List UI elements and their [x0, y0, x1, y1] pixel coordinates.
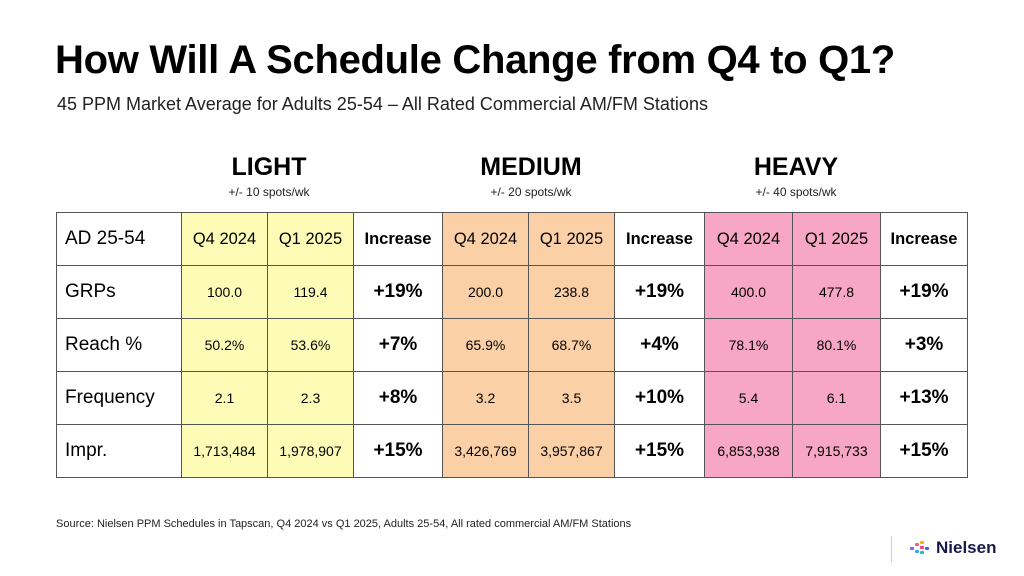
- value-cell: 6,853,938: [704, 424, 793, 478]
- value-cell: 5.4: [704, 371, 793, 425]
- source-note: Source: Nielsen PPM Schedules in Tapscan…: [56, 518, 632, 530]
- value-cell: 3,426,769: [442, 424, 529, 478]
- nielsen-logo-icon: [910, 541, 929, 554]
- quarter-header: Q1 2025: [528, 212, 615, 266]
- footer-divider: [891, 536, 892, 562]
- increase-cell: +4%: [614, 318, 705, 372]
- value-cell: 2.1: [181, 371, 268, 425]
- value-cell: 477.8: [792, 265, 881, 319]
- value-cell: 53.6%: [267, 318, 354, 372]
- increase-cell: +7%: [353, 318, 443, 372]
- group-name: LIGHT: [231, 153, 307, 181]
- increase-cell: +19%: [614, 265, 705, 319]
- value-cell: 1,978,907: [267, 424, 354, 478]
- value-cell: 119.4: [267, 265, 354, 319]
- value-cell: 3.2: [442, 371, 529, 425]
- group-spots: +/- 10 spots/wk: [228, 185, 310, 199]
- value-cell: 80.1%: [792, 318, 881, 372]
- value-cell: 200.0: [442, 265, 529, 319]
- page-subtitle: 45 PPM Market Average for Adults 25-54 –…: [57, 94, 708, 114]
- quarter-header: Q4 2024: [704, 212, 793, 266]
- increase-cell: +15%: [880, 424, 968, 478]
- value-cell: 7,915,733: [792, 424, 881, 478]
- group-spots: +/- 20 spots/wk: [490, 185, 572, 199]
- table-row: Reach % 50.2% 53.6% +7% 65.9% 68.7% +4% 78.1% 80…: [56, 318, 968, 372]
- table-row: Impr. 1,713,484 1,978,907 +15% 3,426,769 3,95…: [56, 424, 968, 478]
- increase-cell: +15%: [614, 424, 705, 478]
- quarter-header: Q1 2025: [267, 212, 354, 266]
- increase-cell: +19%: [353, 265, 443, 319]
- value-cell: 3.5: [528, 371, 615, 425]
- group-header-light: LIGHT +/- 10 spots/wk: [183, 152, 355, 200]
- value-cell: 1,713,484: [181, 424, 268, 478]
- value-cell: 68.7%: [528, 318, 615, 372]
- metric-label: Frequency: [56, 371, 182, 425]
- increase-cell: +8%: [353, 371, 443, 425]
- value-cell: 78.1%: [704, 318, 793, 372]
- value-cell: 3,957,867: [528, 424, 615, 478]
- quarter-header: Q1 2025: [792, 212, 881, 266]
- value-cell: 6.1: [792, 371, 881, 425]
- quarter-header: Q4 2024: [181, 212, 268, 266]
- table-row: Frequency 2.1 2.3 +8% 3.2 3.5 +10% 5.4 6.1 +13%: [56, 371, 968, 425]
- value-cell: 65.9%: [442, 318, 529, 372]
- value-cell: 238.8: [528, 265, 615, 319]
- metric-label: GRPs: [56, 265, 182, 319]
- increase-cell: +10%: [614, 371, 705, 425]
- value-cell: 100.0: [181, 265, 268, 319]
- comparison-table: AD 25-54 Q4 2024 Q1 2025 Increase Q4 2024 Q1 …: [56, 212, 968, 478]
- quarter-header: Q4 2024: [442, 212, 529, 266]
- metric-label: Impr.: [56, 424, 182, 478]
- increase-header: Increase: [880, 212, 968, 266]
- metric-column-header: AD 25-54: [56, 212, 182, 266]
- increase-cell: +15%: [353, 424, 443, 478]
- table-body: AD 25-54 Q4 2024 Q1 2025 Increase Q4 2024 Q1 …: [56, 212, 968, 478]
- logo-text: Nielsen: [936, 538, 997, 557]
- increase-cell: +3%: [880, 318, 968, 372]
- table-header-row: AD 25-54 Q4 2024 Q1 2025 Increase Q4 2024 Q1 …: [56, 212, 968, 266]
- group-name: MEDIUM: [480, 153, 582, 181]
- nielsen-logo: Nielsen: [910, 538, 996, 558]
- increase-cell: +19%: [880, 265, 968, 319]
- group-header-heavy: HEAVY +/- 40 spots/wk: [708, 152, 884, 200]
- group-header-medium: MEDIUM +/- 20 spots/wk: [445, 152, 617, 200]
- increase-header: Increase: [614, 212, 705, 266]
- group-name: HEAVY: [753, 153, 839, 181]
- group-spots: +/- 40 spots/wk: [755, 185, 837, 199]
- metric-label: Reach %: [56, 318, 182, 372]
- increase-header: Increase: [353, 212, 443, 266]
- value-cell: 400.0: [704, 265, 793, 319]
- value-cell: 2.3: [267, 371, 354, 425]
- table-row: GRPs 100.0 119.4 +19% 200.0 238.8 +19% 400.0 477…: [56, 265, 968, 319]
- increase-cell: +13%: [880, 371, 968, 425]
- value-cell: 50.2%: [181, 318, 268, 372]
- page-title: How Will A Schedule Change from Q4 to Q1…: [55, 38, 896, 82]
